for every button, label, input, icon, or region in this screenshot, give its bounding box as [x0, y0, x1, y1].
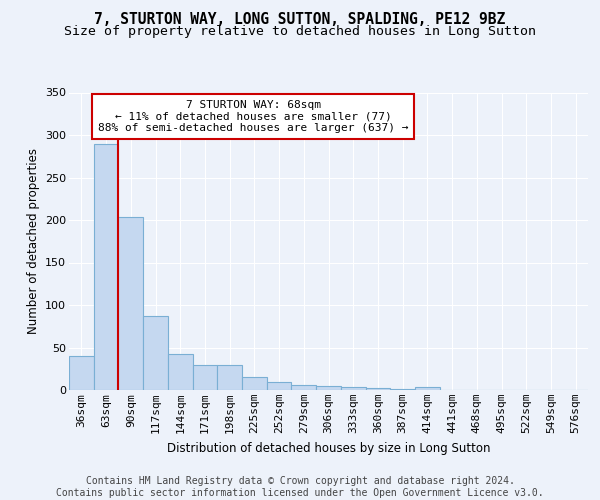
- Bar: [168, 354, 193, 390]
- Bar: [217, 364, 242, 390]
- Text: 7 STURTON WAY: 68sqm
← 11% of detached houses are smaller (77)
88% of semi-detac: 7 STURTON WAY: 68sqm ← 11% of detached h…: [98, 100, 409, 133]
- Bar: [193, 364, 217, 390]
- Bar: [118, 216, 143, 390]
- Text: 7, STURTON WAY, LONG SUTTON, SPALDING, PE12 9BZ: 7, STURTON WAY, LONG SUTTON, SPALDING, P…: [94, 12, 506, 28]
- Bar: [390, 389, 415, 390]
- Text: Contains HM Land Registry data © Crown copyright and database right 2024.
Contai: Contains HM Land Registry data © Crown c…: [56, 476, 544, 498]
- Bar: [341, 388, 365, 390]
- Bar: [316, 386, 341, 390]
- Bar: [143, 316, 168, 390]
- Bar: [94, 144, 118, 390]
- Bar: [69, 356, 94, 390]
- Bar: [365, 388, 390, 390]
- X-axis label: Distribution of detached houses by size in Long Sutton: Distribution of detached houses by size …: [167, 442, 490, 454]
- Bar: [415, 388, 440, 390]
- Bar: [242, 377, 267, 390]
- Bar: [267, 382, 292, 390]
- Text: Size of property relative to detached houses in Long Sutton: Size of property relative to detached ho…: [64, 25, 536, 38]
- Y-axis label: Number of detached properties: Number of detached properties: [26, 148, 40, 334]
- Bar: [292, 385, 316, 390]
